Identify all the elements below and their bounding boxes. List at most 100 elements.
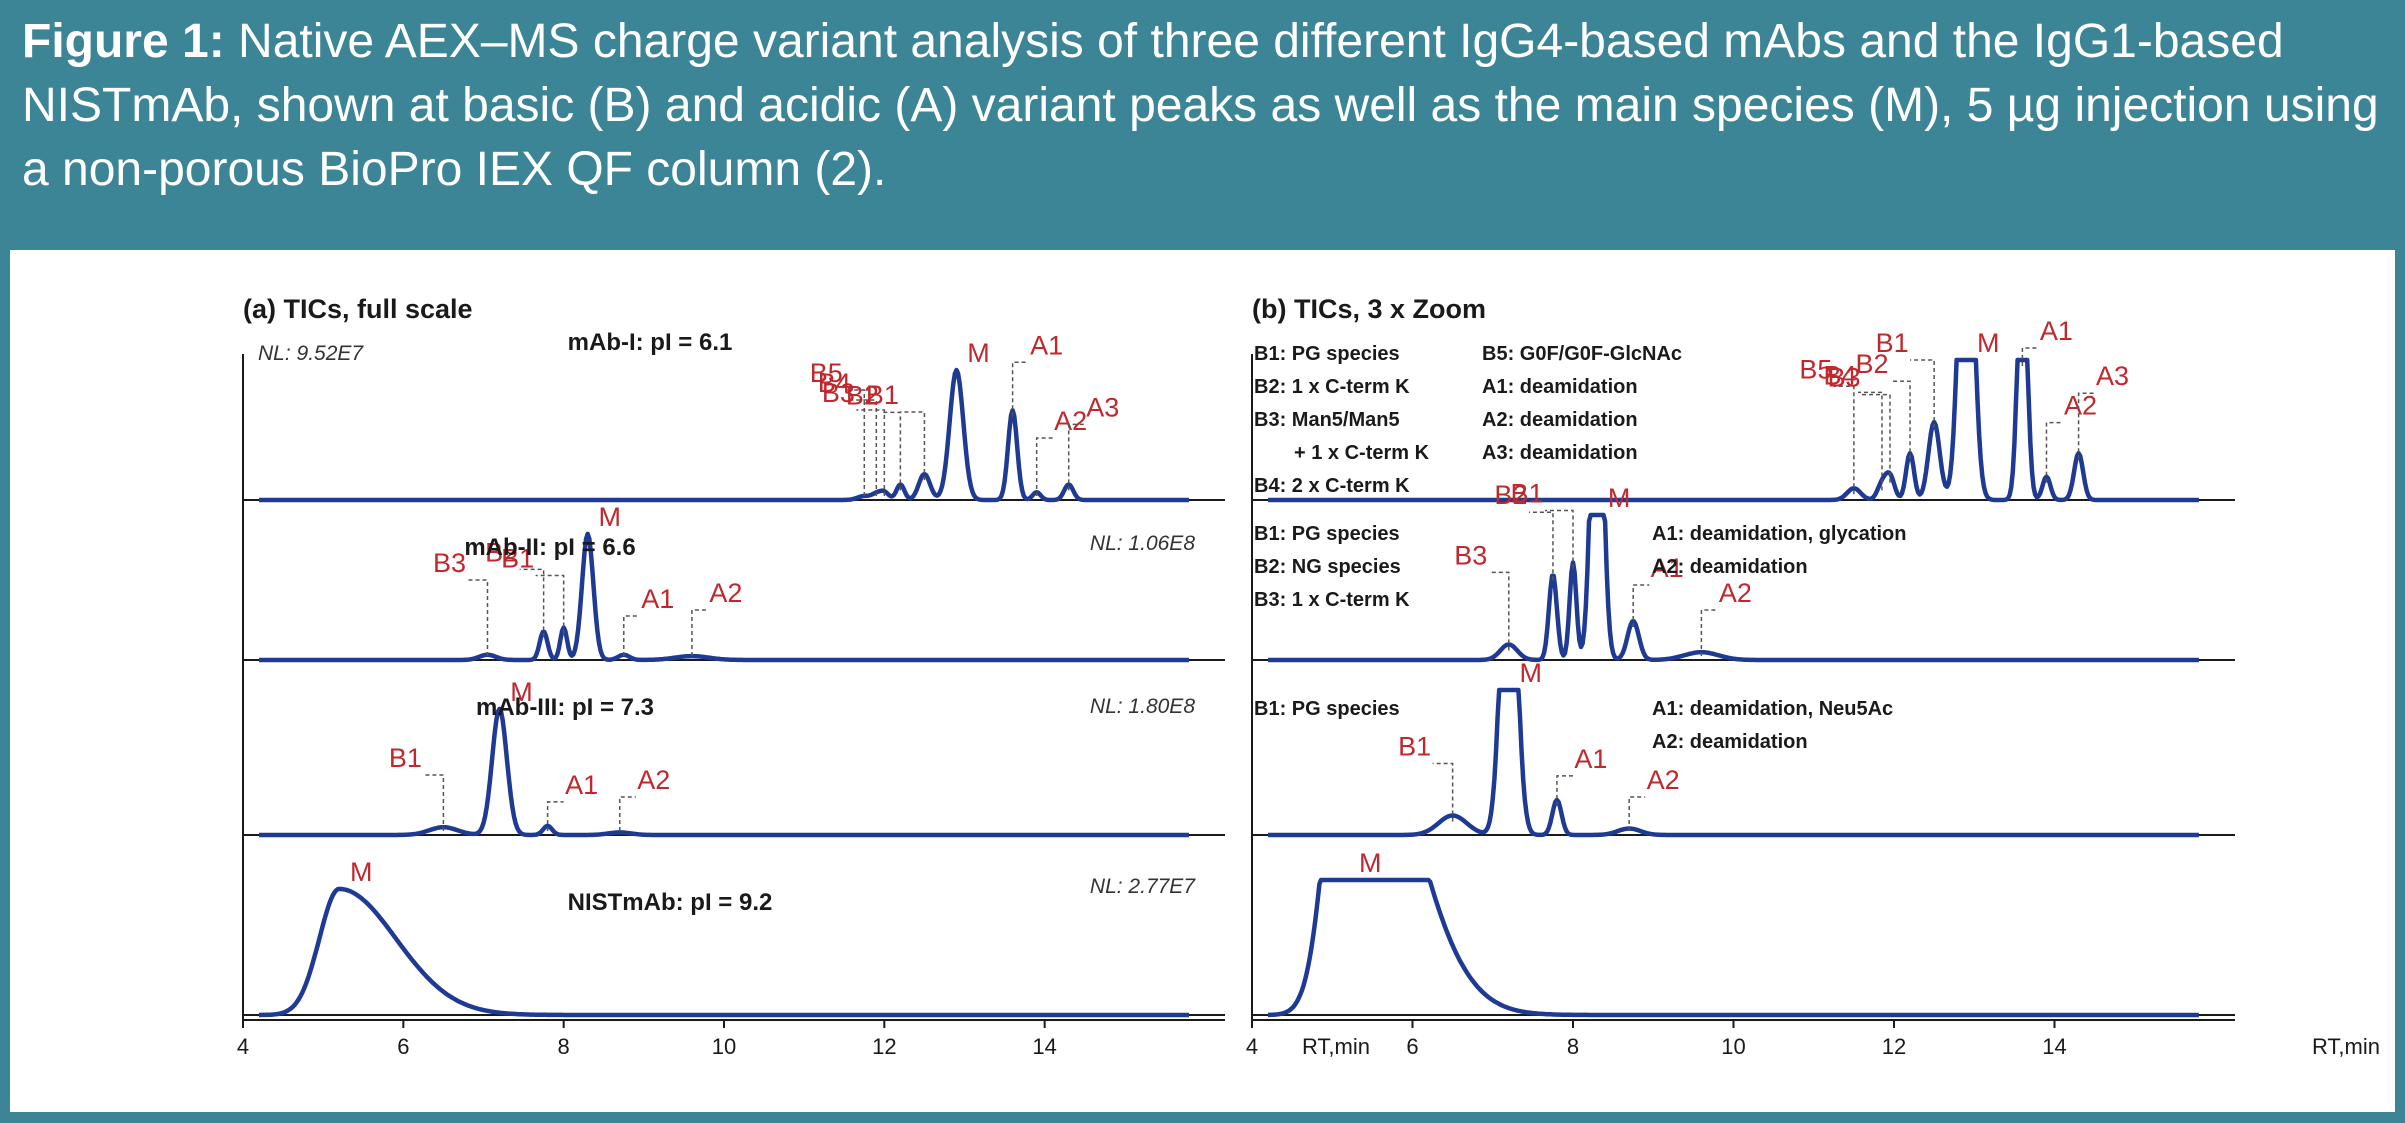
annotation-basic: B2: 1 x C-term K [1254,376,1410,398]
chromatogram-trace [258,706,1190,838]
normalization-level: NL: 2.77E7 [1090,875,1196,898]
sample-label: mAb-II: pI = 6.6 [464,534,635,561]
x-tick-label: 12 [872,1034,896,1059]
peak-label-b5: B5 [810,358,843,388]
peak-leader-line [1528,511,1554,581]
peak-label-m: M [967,338,990,368]
annotation-acidic: A1: deamidation, Neu5Ac [1652,698,1893,720]
peak-label-a2: A2 [1647,765,1680,795]
peak-leader-line [2021,347,2039,366]
peak-leader-line [519,568,545,638]
peak-label-a2: A2 [709,578,742,608]
x-tick-label: 6 [397,1034,409,1059]
annotation-acidic: B5: G0F/G0F-GlcNAc [1482,343,1682,365]
peak-leader-line [1067,423,1085,491]
annotation-basic: B3: Man5/Man5 [1254,409,1400,431]
peak-label-a3: A3 [2096,361,2129,391]
peak-leader-line [1488,571,1510,651]
chromatogram-trace [258,367,1190,503]
peak-leader-line [546,801,564,831]
normalization-level: NL: 1.80E8 [1090,695,1195,718]
peak-label-b3: B3 [433,548,466,578]
x-tick-label: 10 [712,1034,736,1059]
chromatogram-trace [258,886,1190,1018]
chromatogram-trace [1267,877,2200,1018]
peak-label-b1: B1 [1510,479,1543,509]
peak-leader-line [1556,775,1573,806]
peak-label-b3: B3 [1454,540,1487,570]
peak-label-b4: B4 [1823,360,1856,390]
peak-leader-line [1628,796,1646,831]
chromatogram-trace [1267,687,2200,838]
annotation-basic: B1: PG species [1254,523,1400,545]
peak-label-a3: A3 [1086,392,1119,422]
peak-label-a2: A2 [1054,406,1087,436]
x-tick-label: 12 [1882,1034,1906,1059]
figure-panel: (a) TICs, full scale 4 6 8 10 12 14 RT,min B5 B4 B… [10,250,2395,1112]
x-tick-label: 8 [558,1034,570,1059]
peak-leader-line [535,574,565,634]
annotation-acidic: A2: deamidation [1482,409,1638,431]
peak-label-a1: A1 [2040,316,2073,346]
peak-label-b4: B4 [818,368,851,398]
annotation-basic: B2: NG species [1254,556,1401,578]
peak-label-a2: A2 [637,765,670,795]
figure-caption: Figure 1: Native AEX–MS charge variant a… [22,10,2392,242]
peak-label-m: M [1977,328,2000,358]
peak-label-b1: B1 [389,743,422,773]
peak-leader-line [1035,437,1053,496]
peak-label-b1: B1 [501,544,534,574]
peak-label-b2: B2 [1494,480,1527,510]
peak-label-b2: B2 [485,537,518,567]
peak-leader-line [623,615,640,656]
peak-label-a1: A1 [565,770,598,800]
panel-title: (b) TICs, 3 x Zoom [1252,294,1486,324]
peak-leader-line [1910,359,1935,428]
x-axis-label: RT,min [2312,1034,2380,1059]
annotation-acidic: A3: deamidation [1482,442,1638,464]
x-tick-label: 6 [1406,1034,1418,1059]
caption-lead: Figure 1: [22,15,225,68]
peak-leader-line [1833,385,1855,495]
peak-label-a1: A1 [1651,553,1684,583]
annotation-basic: + 1 x C-term K [1294,442,1430,464]
peak-leader-line [1632,584,1650,627]
annotation-basic: B1: PG species [1254,343,1400,365]
annotation-acidic: A1: deamidation, glycation [1652,523,1906,545]
peak-leader-line [1011,361,1029,417]
peak-leader-line [1861,393,1891,483]
peak-label-a1: A1 [1030,330,1063,360]
sample-label: NISTmAb: pI = 9.2 [568,889,773,916]
peak-label-m: M [1359,848,1382,878]
peak-leader-line [467,579,489,656]
normalization-level: NL: 1.06E8 [1090,532,1195,555]
x-axis-label: RT,min [1302,1034,1370,1059]
caption-text: Native AEX–MS charge variant analysis of… [22,15,2379,196]
chromatogram-trace [1267,512,2200,663]
peak-leader-line [1700,609,1718,656]
peak-label-b2: B2 [846,380,879,410]
peak-leader-line [880,411,902,491]
peak-label-a1: A1 [641,584,674,614]
chromatogram-trace [258,531,1190,663]
annotation-basic: B4: 2 x C-term K [1254,475,1410,497]
peak-label-b5: B5 [1799,354,1832,384]
peak-label-b2: B2 [1856,349,1889,379]
panel-title: (a) TICs, full scale [243,294,473,324]
peak-leader-line [1432,762,1454,822]
peak-label-b1: B1 [1876,328,1909,358]
x-tick-label: 4 [1246,1034,1258,1059]
peak-leader-line [1890,380,1911,460]
peak-leader-line [2077,392,2095,460]
peak-leader-line [423,774,445,831]
peak-label-m: M [350,857,373,887]
annotation-basic: B1: PG species [1254,698,1400,720]
x-tick-label: 10 [1721,1034,1745,1059]
x-tick-label: 14 [1032,1034,1056,1059]
peak-label-m: M [1608,483,1631,513]
annotation-acidic: A1: deamidation [1482,376,1638,398]
peak-label-m: M [598,502,621,532]
peak-leader-line [900,411,926,480]
peak-leader-line [856,409,886,496]
peak-leader-line [852,399,878,496]
